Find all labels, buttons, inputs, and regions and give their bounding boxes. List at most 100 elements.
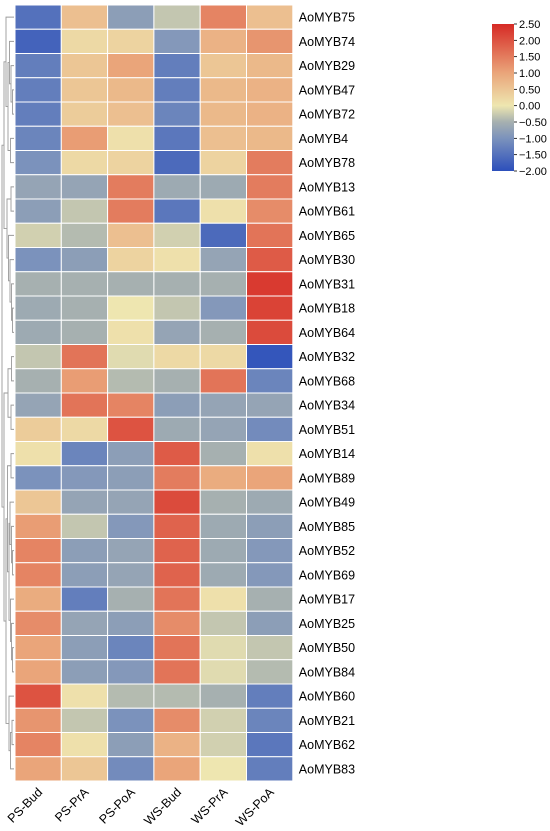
heatmap-cell xyxy=(199,271,247,297)
heatmap-cell xyxy=(60,756,109,782)
heatmap-cell xyxy=(60,610,109,636)
heatmap-cell xyxy=(153,28,201,54)
dendrogram-branch xyxy=(9,40,14,85)
column-label: WS-PoA xyxy=(233,785,277,829)
heatmap-cell xyxy=(14,683,62,709)
row-label: AoMYB18 xyxy=(299,302,355,316)
heatmap-cell xyxy=(14,659,62,685)
dendrogram-branch xyxy=(11,356,14,382)
row-labels: AoMYB75 AoMYB74 AoMYB29 AoMYB47 AoMYB72 AoMYB… xyxy=(299,11,355,777)
heatmap-cell xyxy=(107,125,155,151)
heatmap-cell xyxy=(246,319,294,345)
heatmap-cell xyxy=(60,368,109,394)
heatmap-cell xyxy=(246,441,294,467)
heatmap-cell xyxy=(246,732,294,758)
column-label: PS-PrA xyxy=(52,785,92,825)
heatmap-cell xyxy=(60,683,109,709)
heatmap-cell xyxy=(60,707,109,733)
heatmap-cell xyxy=(246,562,294,588)
heatmap-cell xyxy=(60,659,109,685)
heatmap-cell xyxy=(199,562,247,588)
heatmap-cell xyxy=(246,610,294,636)
heatmap-cell xyxy=(60,732,109,758)
heatmap-cell xyxy=(60,4,109,30)
heatmap-cell xyxy=(246,174,294,200)
column-label: WS-PrA xyxy=(189,785,231,827)
heatmap-cell xyxy=(199,53,247,79)
heatmap-cell xyxy=(107,150,155,176)
heatmap-cell xyxy=(199,101,247,127)
heatmap-cell xyxy=(14,513,62,539)
row-label: AoMYB83 xyxy=(299,762,355,776)
heatmap-cell xyxy=(60,489,109,515)
row-label: AoMYB75 xyxy=(299,11,355,25)
heatmap-cell xyxy=(246,635,294,661)
heatmap-cell xyxy=(107,77,155,103)
heatmap-cell xyxy=(107,4,155,30)
heatmap-cell xyxy=(60,586,109,612)
heatmap-cell xyxy=(60,441,109,467)
heatmap-cell xyxy=(14,174,62,200)
heatmap-cell xyxy=(153,732,201,758)
heatmap-cell xyxy=(14,198,62,224)
heatmap-cell xyxy=(14,538,62,564)
heatmap-cell xyxy=(199,756,247,782)
color-scale-legend: 2.50 2.00 1.50 1.00 0.50 0.00 −0.50 −1.00 −1.50 −… xyxy=(492,19,547,178)
heatmap-cell xyxy=(14,77,62,103)
heatmap-cell xyxy=(153,416,201,442)
heatmap-cell xyxy=(246,77,294,103)
heatmap-cell xyxy=(60,344,109,370)
heatmap-cell xyxy=(60,416,109,442)
dendrogram-branch xyxy=(12,647,14,673)
heatmap-cell xyxy=(14,53,62,79)
heatmap-cell xyxy=(199,610,247,636)
heatmap-cell xyxy=(14,416,62,442)
heatmap-cell xyxy=(14,586,62,612)
heatmap-cell xyxy=(153,586,201,612)
heatmap-cell xyxy=(107,295,155,321)
row-label: AoMYB74 xyxy=(299,35,355,49)
heatmap-cell xyxy=(60,513,109,539)
heatmap-cell xyxy=(246,247,294,273)
heatmap-cell xyxy=(153,465,201,491)
heatmap-cell xyxy=(246,150,294,176)
heatmap-cell xyxy=(199,150,247,176)
heatmap-cell xyxy=(14,368,62,394)
row-label: AoMYB17 xyxy=(299,593,355,607)
row-label: AoMYB34 xyxy=(299,399,355,413)
heatmap-cell xyxy=(153,125,201,151)
row-label: AoMYB50 xyxy=(299,641,355,655)
heatmap-cell xyxy=(107,101,155,127)
column-label: WS-Bud xyxy=(141,785,184,828)
heatmap-cell xyxy=(153,198,201,224)
dendrogram-branch xyxy=(10,186,14,212)
heatmap-cell xyxy=(153,610,201,636)
heatmap-cell xyxy=(199,489,247,515)
heatmap-cell xyxy=(107,368,155,394)
heatmap-cell xyxy=(107,489,155,515)
heatmap-cell xyxy=(14,610,62,636)
heatmap-cell xyxy=(246,489,294,515)
row-label: AoMYB21 xyxy=(299,714,355,728)
heatmap-cell xyxy=(107,732,155,758)
heatmap-cell xyxy=(246,222,294,248)
heatmap-cell xyxy=(199,441,247,467)
heatmap-cell xyxy=(153,174,201,200)
heatmap-cell xyxy=(153,756,201,782)
heatmap-cell xyxy=(153,295,201,321)
row-label: AoMYB72 xyxy=(299,108,355,122)
heatmap-cell xyxy=(246,271,294,297)
heatmap-cell xyxy=(60,174,109,200)
row-label: AoMYB49 xyxy=(299,496,355,510)
dendrogram-branch xyxy=(6,198,11,259)
color-scale-tick-label: 1.00 xyxy=(519,68,540,80)
dendrogram-branch xyxy=(11,719,14,746)
heatmap-cell xyxy=(246,756,294,782)
heatmap-cell xyxy=(107,707,155,733)
row-label: AoMYB31 xyxy=(299,277,355,291)
row-label: AoMYB29 xyxy=(299,59,355,73)
heatmap-cell xyxy=(14,101,62,127)
heatmap-cell xyxy=(60,319,109,345)
heatmap-cell xyxy=(107,416,155,442)
heatmap-cell xyxy=(199,513,247,539)
